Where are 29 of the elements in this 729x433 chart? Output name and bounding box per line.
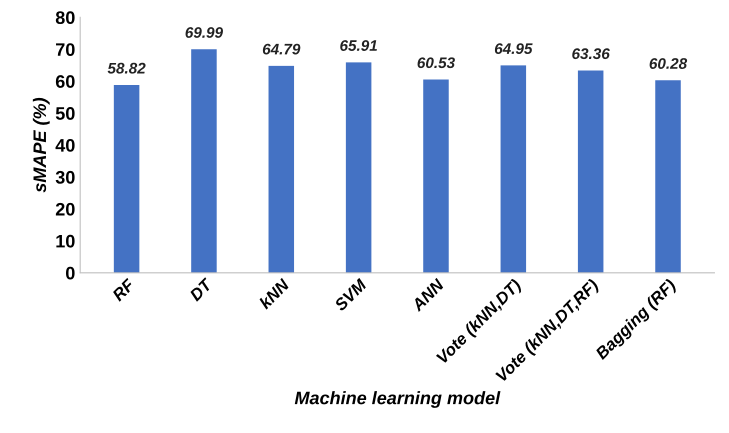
y-tick-label: 50 [56,107,75,120]
data-label: 65.91 [340,40,377,51]
y-axis-title: sMAPE (%) [32,98,50,193]
y-tick-label: 70 [56,43,75,56]
data-label: 60.28 [650,58,688,69]
y-tick-label: 80 [56,11,75,24]
bar [114,84,140,273]
data-label: 64.95 [494,43,533,54]
x-tick-label: DT [188,277,214,302]
y-tick-label: 60 [56,75,75,88]
y-tick-label: 20 [56,202,75,216]
x-axis-title: Machine learning model [294,391,500,408]
data-label: 64.79 [262,44,300,55]
bar [578,70,604,273]
y-tick-label: 10 [56,234,75,248]
y-tick-label: 0 [66,266,75,280]
bar [655,80,681,273]
y-tick-label: 40 [56,138,75,152]
data-label: 60.53 [418,57,455,68]
x-tick-label: RF [112,278,136,302]
bar [346,62,372,273]
data-label: 63.36 [572,48,610,60]
y-tick-label: 30 [56,170,75,184]
bar [191,49,217,273]
bar [500,65,526,273]
bar [423,79,449,273]
bar [268,66,294,273]
data-label: 69.99 [186,27,223,38]
data-label: 58.82 [108,62,146,74]
